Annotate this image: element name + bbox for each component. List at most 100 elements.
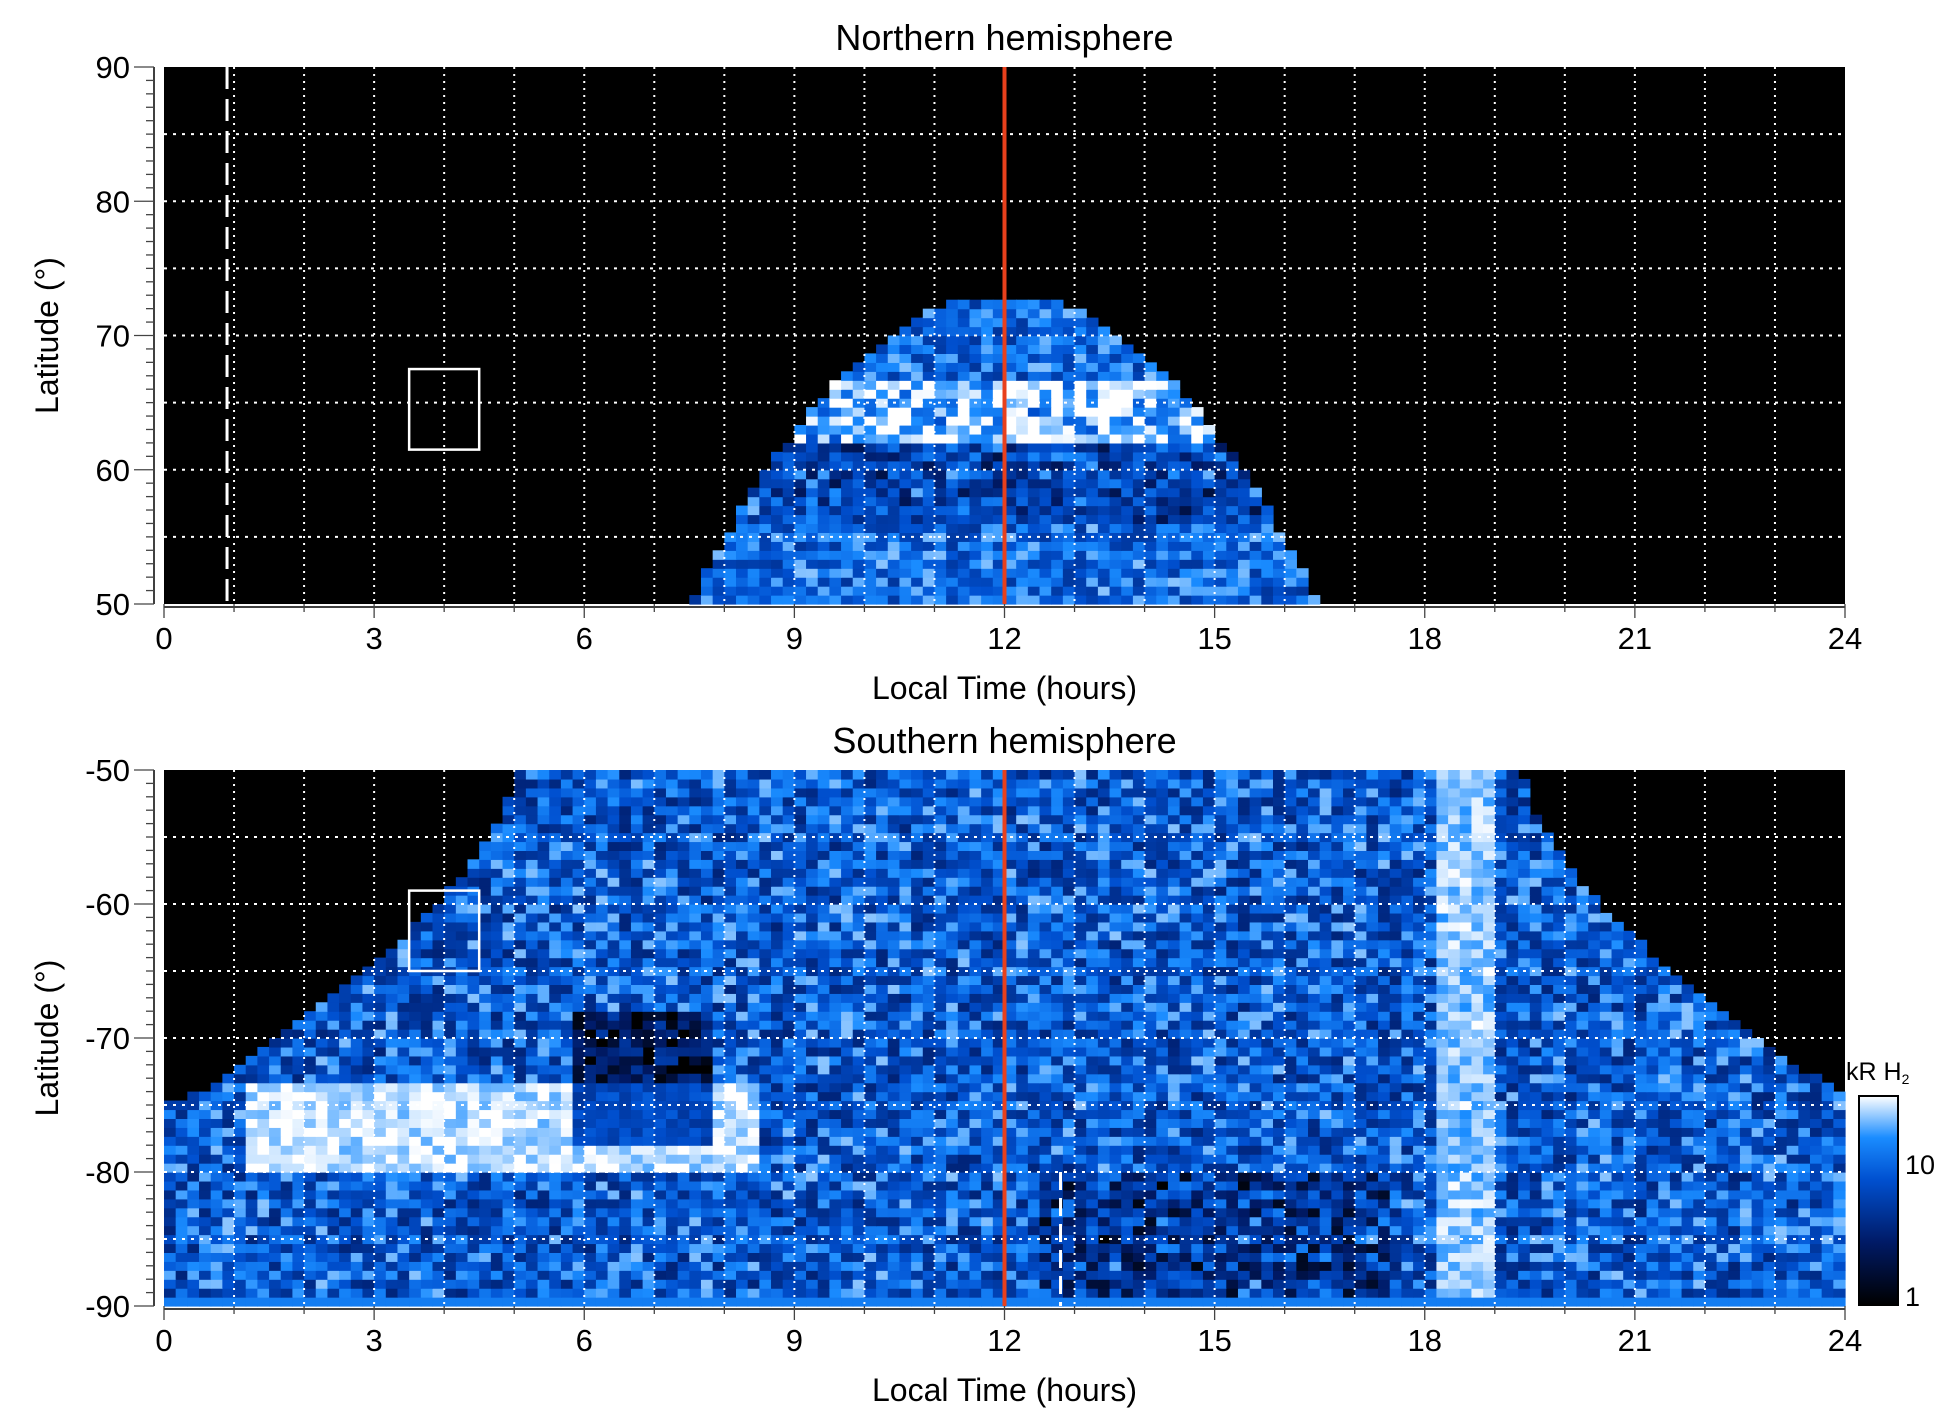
heatmap-cell xyxy=(1051,1172,1064,1182)
heatmap-cell xyxy=(432,1243,445,1253)
heatmap-cell xyxy=(864,1172,877,1182)
heatmap-cell xyxy=(432,1216,445,1227)
heatmap-cell xyxy=(292,1297,305,1307)
heatmap-cell xyxy=(1109,559,1122,569)
heatmap-cell xyxy=(1786,1243,1799,1253)
heatmap-cell xyxy=(1389,1270,1403,1280)
heatmap-cell xyxy=(1599,1118,1613,1128)
heatmap-cell xyxy=(1027,1297,1041,1307)
heatmap-cell xyxy=(934,362,947,372)
heatmap-cell xyxy=(712,1118,725,1128)
heatmap-cell xyxy=(1494,1252,1508,1262)
heatmap-cell xyxy=(665,1172,679,1182)
heatmap-cell xyxy=(432,1127,445,1137)
heatmap-cell xyxy=(1167,1207,1181,1218)
heatmap-cell xyxy=(1331,1136,1344,1146)
heatmap-cell xyxy=(362,1297,375,1307)
heatmap-cell xyxy=(724,532,737,542)
heatmap-cell xyxy=(1483,1297,1496,1307)
heatmap-cell xyxy=(887,496,901,507)
heatmap-cell xyxy=(584,1270,597,1280)
heatmap-cell xyxy=(981,326,994,337)
heatmap-cell xyxy=(1272,1234,1286,1245)
heatmap-cell xyxy=(1249,1127,1262,1137)
heatmap-cell xyxy=(1249,1118,1262,1128)
heatmap-cell xyxy=(490,1163,504,1173)
heatmap-cell xyxy=(911,496,924,507)
heatmap-cell xyxy=(1634,1297,1648,1307)
heatmap-cell xyxy=(1343,1082,1356,1093)
heatmap-cell xyxy=(1121,541,1134,551)
heatmap-cell xyxy=(1226,1279,1239,1289)
heatmap-cell xyxy=(864,577,877,587)
heatmap-cell xyxy=(724,586,737,596)
heatmap-cell xyxy=(969,326,982,337)
heatmap-cell xyxy=(1027,407,1041,417)
heatmap-cell xyxy=(1331,1261,1344,1271)
heatmap-cell xyxy=(1179,1163,1192,1173)
heatmap-cell xyxy=(1249,1243,1262,1253)
heatmap-cell xyxy=(1144,496,1157,507)
y-tick-label: 90 xyxy=(96,50,130,85)
heatmap-cell xyxy=(957,433,971,444)
heatmap-cell xyxy=(630,1100,644,1111)
heatmap-cell xyxy=(771,1297,784,1307)
heatmap-cell xyxy=(1821,1118,1834,1128)
heatmap-cell xyxy=(1004,1082,1017,1093)
heatmap-cell xyxy=(1739,1172,1753,1182)
heatmap-cell xyxy=(747,577,760,587)
heatmap-cell xyxy=(1237,478,1251,489)
heatmap-cell xyxy=(420,1127,434,1137)
heatmap-cell xyxy=(1506,1216,1519,1227)
heatmap-cell xyxy=(1109,514,1122,525)
heatmap-cell xyxy=(665,1261,679,1271)
heatmap-cell xyxy=(899,1216,912,1227)
heatmap-cell xyxy=(549,1082,562,1093)
heatmap-cell xyxy=(852,416,866,426)
heatmap-cell xyxy=(1226,1100,1239,1111)
heatmap-cell xyxy=(724,1216,737,1227)
heatmap-cell xyxy=(887,568,901,578)
heatmap-cell xyxy=(747,1270,760,1280)
heatmap-cell xyxy=(1319,1118,1332,1128)
heatmap-cell xyxy=(677,1154,690,1164)
heatmap-cell xyxy=(1669,1136,1683,1146)
heatmap-cell xyxy=(852,1082,866,1093)
heatmap-cell xyxy=(1681,1127,1694,1137)
heatmap-cell xyxy=(969,586,982,596)
heatmap-cell xyxy=(280,1073,294,1084)
heatmap-cell xyxy=(1436,1091,1449,1102)
heatmap-cell xyxy=(234,1180,247,1191)
heatmap-cell xyxy=(280,1127,294,1137)
heatmap-cell xyxy=(1471,1091,1484,1102)
heatmap-cell xyxy=(1518,1261,1531,1271)
heatmap-cell xyxy=(607,1154,620,1164)
heatmap-cell xyxy=(1039,1198,1052,1209)
heatmap-cell xyxy=(1074,362,1087,372)
heatmap-cell xyxy=(1249,1198,1262,1209)
heatmap-cell xyxy=(1004,1118,1017,1128)
heatmap-cell xyxy=(1027,416,1041,426)
heatmap-cell xyxy=(724,1100,737,1111)
heatmap-cell xyxy=(864,380,877,390)
heatmap-cell xyxy=(1751,1082,1764,1093)
heatmap-cell xyxy=(584,1145,597,1155)
heatmap-cell xyxy=(1494,1279,1508,1289)
heatmap-cell xyxy=(817,568,830,578)
heatmap-cell xyxy=(1623,1163,1636,1173)
heatmap-cell xyxy=(957,1243,971,1253)
heatmap-cell xyxy=(852,1145,866,1155)
heatmap-cell xyxy=(1284,1297,1297,1307)
heatmap-cell xyxy=(1284,1127,1297,1137)
heatmap-cell xyxy=(1086,317,1099,328)
heatmap-cell xyxy=(514,1234,527,1245)
heatmap-cell xyxy=(1179,505,1192,516)
heatmap-cell xyxy=(1004,550,1017,560)
heatmap-cell xyxy=(1261,541,1274,551)
heatmap-cell xyxy=(946,559,959,569)
heatmap-cell xyxy=(1471,1163,1484,1173)
heatmap-cell xyxy=(922,514,936,525)
heatmap-cell xyxy=(479,1073,492,1084)
x-tick-label: 21 xyxy=(1618,621,1652,656)
